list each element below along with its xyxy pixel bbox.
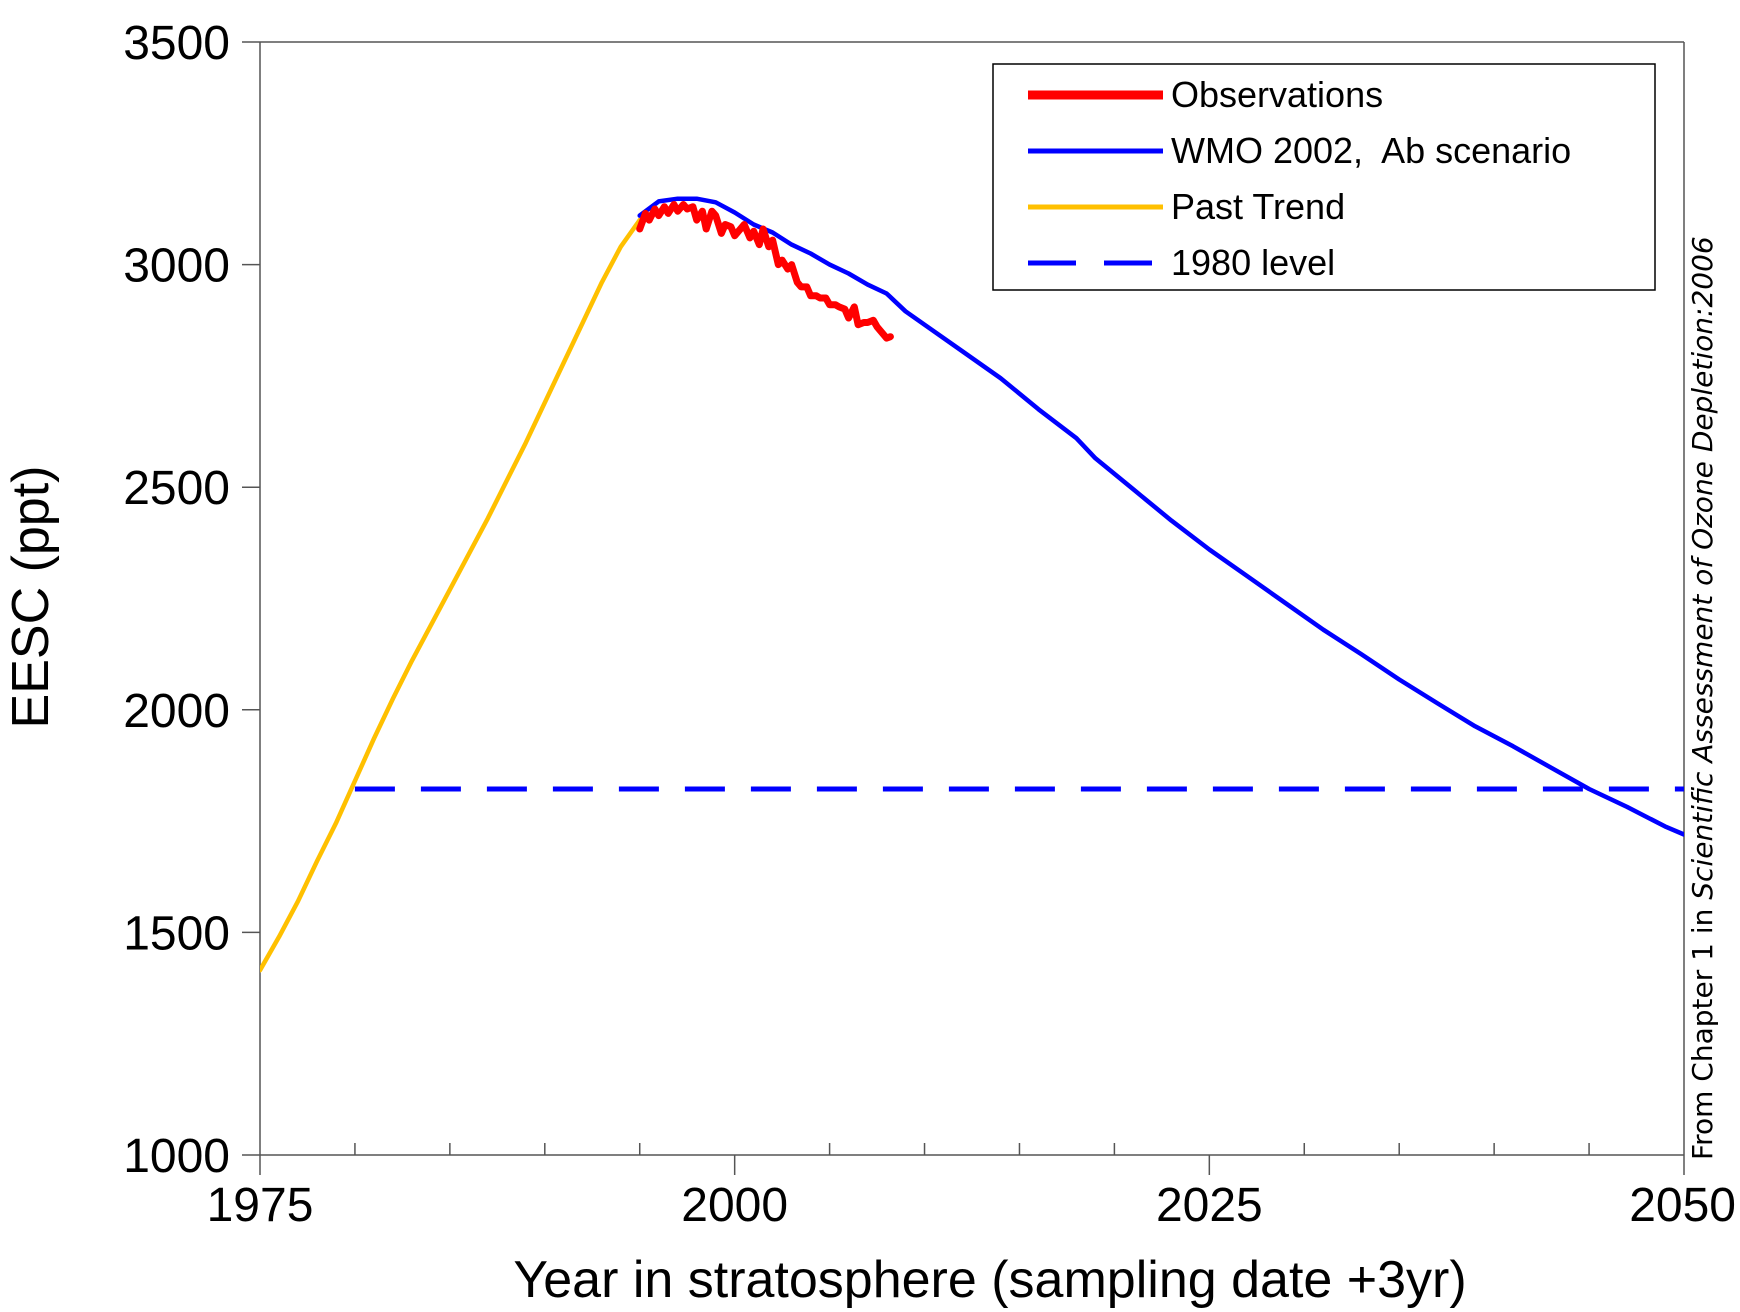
legend: Observations WMO 2002, Ab scenario Past Tr… bbox=[992, 63, 1656, 291]
x-tick-label: 2050 bbox=[1629, 1179, 1736, 1232]
legend-label: WMO 2002, Ab scenario bbox=[1171, 130, 1571, 171]
y-tick-label: 3000 bbox=[123, 240, 230, 293]
axis-ticks bbox=[242, 41, 1685, 1175]
x-tick-label: 2025 bbox=[1156, 1179, 1263, 1232]
x-tick-label: 2000 bbox=[681, 1179, 788, 1232]
source-credit-prefix: From Chapter 1 in bbox=[1686, 900, 1719, 1160]
y-tick-label: 1000 bbox=[123, 1130, 230, 1183]
series-layer bbox=[260, 196, 1684, 973]
y-tick-label: 2500 bbox=[123, 462, 230, 515]
source-credit: From Chapter 1 in Scientific Assessment … bbox=[1686, 236, 1719, 1160]
series-line-observations bbox=[636, 201, 894, 342]
legend-box bbox=[992, 63, 1656, 291]
axis-tick-labels: 1000 1500 2000 2500 3000 3500 1975 2000 2025 2050 bbox=[123, 17, 1736, 1232]
y-tick-label: 3500 bbox=[123, 17, 230, 70]
y-tick-label: 2000 bbox=[123, 685, 230, 738]
series-line-wmo-2002-ab-scenario bbox=[637, 196, 1684, 837]
x-tick-label: 1975 bbox=[207, 1179, 314, 1232]
y-tick-label: 1500 bbox=[123, 907, 230, 960]
series-line-past-trend bbox=[260, 217, 642, 973]
x-axis-title: Year in stratosphere (sampling date +3yr… bbox=[513, 1251, 1466, 1309]
legend-label: 1980 level bbox=[1171, 242, 1335, 283]
legend-label: Past Trend bbox=[1171, 186, 1345, 227]
legend-label: Observations bbox=[1171, 74, 1383, 115]
y-axis-title: EESC (ppt) bbox=[2, 466, 60, 729]
source-credit-title: Scientific Assessment of Ozone Depletion… bbox=[1686, 236, 1719, 899]
